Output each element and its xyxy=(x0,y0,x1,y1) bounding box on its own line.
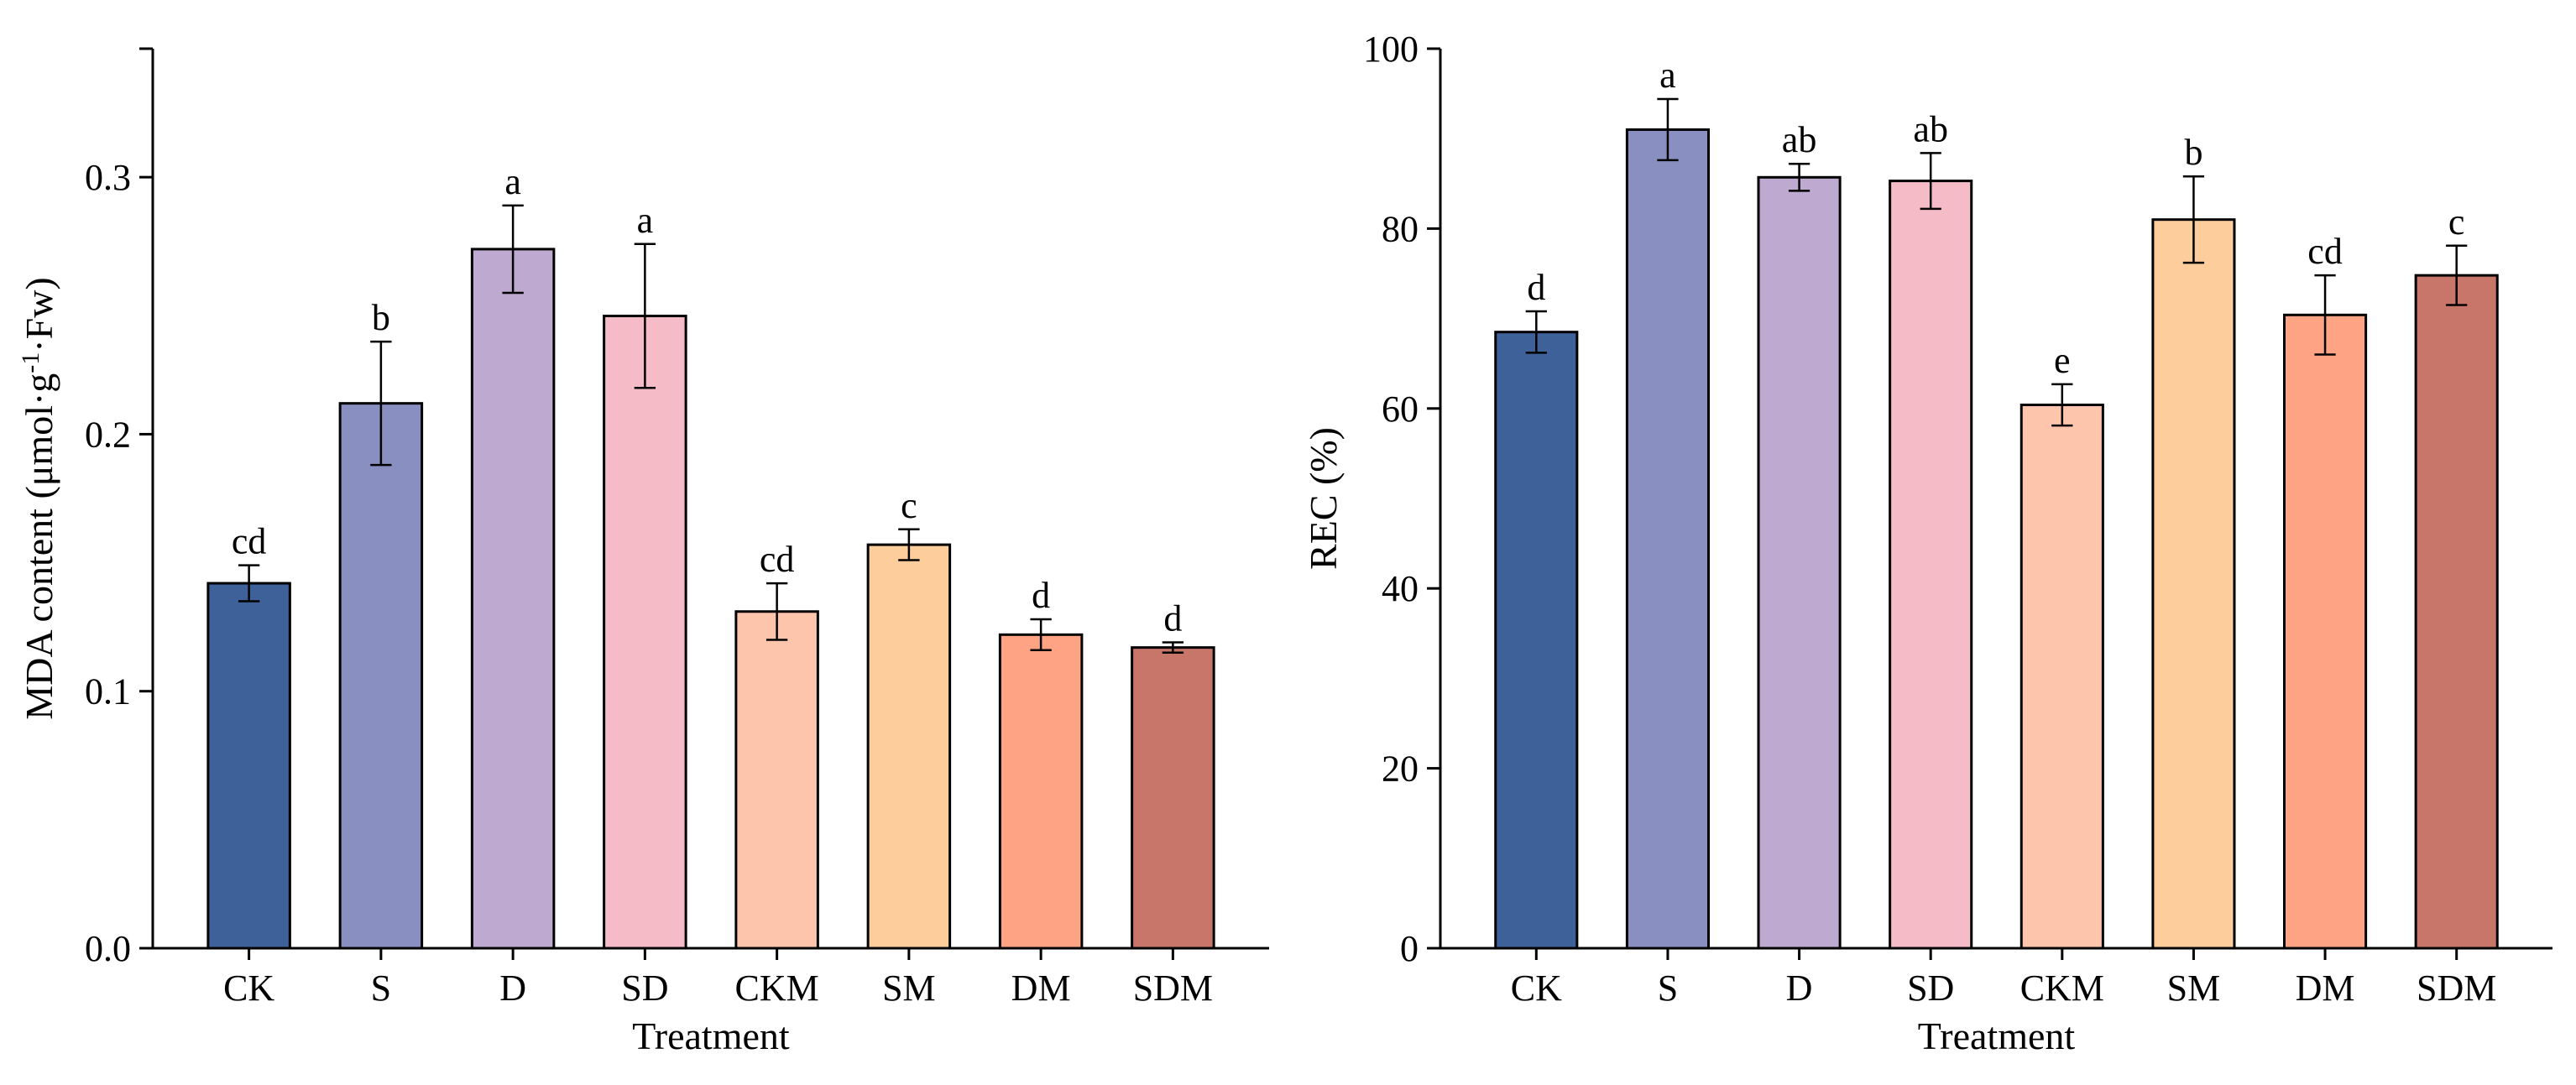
mda-x-tick-label-dm: DM xyxy=(1011,968,1071,1009)
mda-bar-ckm xyxy=(734,610,819,950)
mda-error-bar-d xyxy=(502,204,524,295)
mda-x-tick-label-s: S xyxy=(371,968,391,1009)
mda-x-tick-label-ck: CK xyxy=(223,968,274,1009)
rec-y-tick-label: 20 xyxy=(1382,749,1419,790)
mda-bar-sm xyxy=(866,543,952,950)
mda-significance-d: a xyxy=(504,161,521,202)
mda-bar-d xyxy=(470,248,556,950)
mda-error-bar-s xyxy=(370,340,392,467)
rec-significance-sm: b xyxy=(2184,132,2202,173)
rec-x-tick-label-sdm: SDM xyxy=(2417,968,2496,1009)
mda-bar-sd xyxy=(603,315,687,950)
rec-significance-sdm: c xyxy=(2448,201,2465,243)
mda-x-axis-title: Treatment xyxy=(632,1015,790,1057)
rec-x-tick-label-sm: SM xyxy=(2167,968,2221,1009)
rec-error-bar-dm xyxy=(2314,274,2336,356)
mda-significance-dm: d xyxy=(1032,575,1050,616)
mda-error-bar-sdm xyxy=(1162,641,1184,655)
mda-y-title-superscript: -1 xyxy=(17,352,44,373)
rec-y-tick-label: 40 xyxy=(1382,568,1419,609)
mda-significance-sm: c xyxy=(901,485,917,526)
mda-error-bar-ck xyxy=(238,564,260,602)
mda-error-bar-sd xyxy=(634,243,656,389)
rec-y-axis-title: REC (%) xyxy=(1302,427,1345,570)
rec-significance-labels: d a ab ab e b cd c xyxy=(1527,55,2464,381)
mda-error-bar-ckm xyxy=(765,582,788,641)
rec-x-tick-label-sd: SD xyxy=(1907,968,1954,1009)
mda-significance-ckm: cd xyxy=(760,539,795,580)
mda-bar-sdm xyxy=(1131,646,1215,950)
rec-y-tick-label: 0 xyxy=(1400,928,1419,969)
rec-significance-s: a xyxy=(1659,55,1676,96)
rec-x-tick-label-ckm: CKM xyxy=(2020,968,2104,1009)
rec-bar-d xyxy=(1757,175,1842,950)
rec-x-ticks: CK S D SD CKM SM DM SDM xyxy=(1511,948,2496,1009)
rec-bar-sm xyxy=(2151,218,2236,950)
rec-x-tick-label-dm: DM xyxy=(2296,968,2355,1009)
rec-error-bars xyxy=(1525,97,2468,427)
rec-significance-d: ab xyxy=(1782,119,1817,160)
mda-y-tick-label: 0.1 xyxy=(85,671,131,712)
rec-bar-sdm xyxy=(2414,274,2499,950)
rec-error-bar-ckm xyxy=(2051,383,2073,427)
rec-error-bar-sdm xyxy=(2446,244,2468,306)
rec-y-tick-label: 60 xyxy=(1382,389,1419,430)
mda-error-bar-dm xyxy=(1030,618,1052,651)
mda-significance-s: b xyxy=(372,297,390,338)
rec-bar-ck xyxy=(1494,331,1579,950)
rec-error-bar-ck xyxy=(1525,310,1547,354)
rec-x-tick-label-ck: CK xyxy=(1511,968,1562,1009)
mda-y-tick-label: 0.3 xyxy=(85,157,131,198)
mda-x-ticks: CK S D SD CKM SM DM SDM xyxy=(223,948,1213,1009)
mda-x-tick-label-sm: SM xyxy=(882,968,936,1009)
mda-bar-s xyxy=(338,402,424,950)
mda-significance-ck: cd xyxy=(232,521,267,562)
rec-error-bar-d xyxy=(1788,162,1811,192)
rec-error-bar-s xyxy=(1657,97,1679,162)
rec-bar-sd xyxy=(1889,180,1973,950)
mda-error-bars xyxy=(238,204,1184,655)
rec-x-tick-label-d: D xyxy=(1786,968,1813,1009)
rec-bar-ckm xyxy=(2020,404,2104,950)
mda-bar-dm xyxy=(998,633,1084,950)
mda-significance-sdm: d xyxy=(1163,598,1182,639)
rec-x-tick-label-s: S xyxy=(1658,968,1678,1009)
rec-error-bar-sm xyxy=(2182,175,2205,264)
mda-y-ticks: 0.0 0.1 0.2 0.3 xyxy=(85,47,153,969)
mda-y-title-main: MDA content (μmol·g xyxy=(18,373,60,720)
rec-y-tick-label: 100 xyxy=(1363,29,1419,70)
mda-x-tick-label-sdm: SDM xyxy=(1133,968,1213,1009)
rec-significance-ckm: e xyxy=(2054,340,2071,381)
mda-bar-ck xyxy=(206,582,291,950)
rec-x-axis-title: Treatment xyxy=(1918,1015,2076,1057)
rec-significance-ck: d xyxy=(1527,267,1545,308)
rec-significance-sd: ab xyxy=(1913,108,1948,149)
rec-bar-s xyxy=(1625,128,1710,950)
mda-bars xyxy=(206,248,1215,950)
mda-error-bar-sm xyxy=(898,528,920,561)
mda-y-axis-title: MDA content (μmol·g-1·Fw) xyxy=(17,277,60,720)
mda-y-title-tail: ·Fw) xyxy=(18,277,60,352)
rec-bar-dm xyxy=(2283,313,2368,950)
mda-x-tick-label-d: D xyxy=(499,968,526,1009)
rec-bars xyxy=(1494,128,2499,950)
rec-y-tick-label: 80 xyxy=(1382,208,1419,249)
mda-y-tick-label: 0.0 xyxy=(85,928,131,969)
mda-x-tick-label-sd: SD xyxy=(621,968,668,1009)
rec-y-ticks: 0 20 40 60 80 100 xyxy=(1363,29,1440,969)
mda-y-tick-label: 0.2 xyxy=(85,414,131,455)
mda-x-tick-label-ckm: CKM xyxy=(735,968,819,1009)
rec-significance-dm: cd xyxy=(2307,231,2343,272)
rec-error-bar-sd xyxy=(1920,152,1941,211)
mda-significance-sd: a xyxy=(637,200,654,241)
